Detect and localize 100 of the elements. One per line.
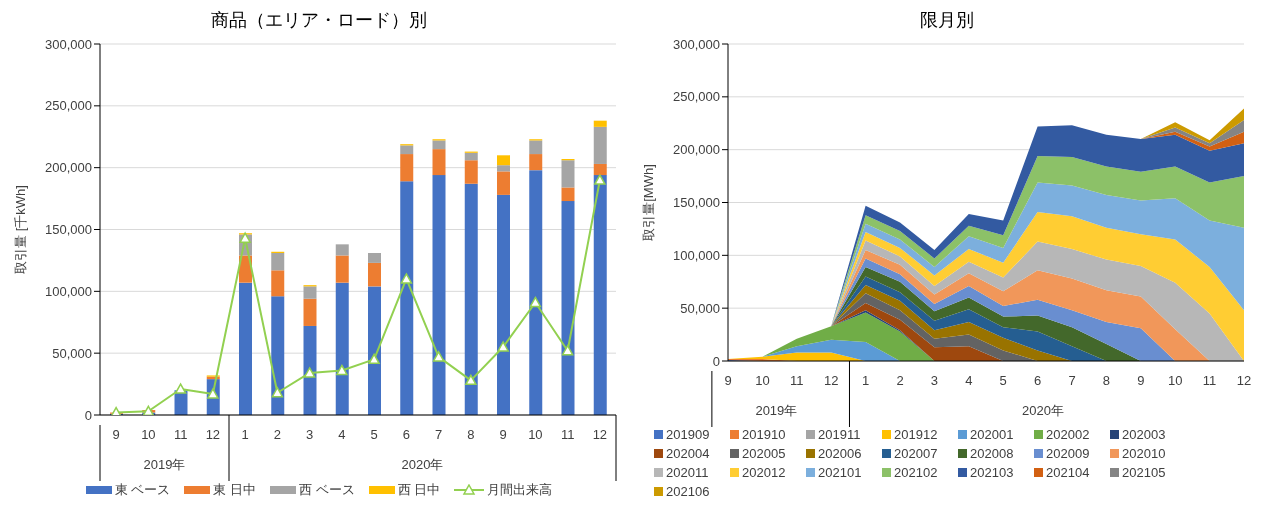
x-tick-label: 9 — [499, 427, 507, 442]
legend-label: 202012 — [742, 465, 786, 480]
x-tick-label: 12 — [823, 373, 839, 388]
x-tick-label: 8 — [467, 427, 475, 442]
legend-label: 202007 — [894, 446, 938, 461]
bar — [561, 160, 575, 188]
y-tick-label: 250,000 — [45, 98, 92, 114]
point — [432, 351, 445, 362]
legend-label: 西 ベース — [299, 481, 355, 499]
x-tick-label: 7 — [1068, 373, 1076, 388]
bar — [368, 286, 381, 415]
bar — [497, 194, 510, 415]
bar — [368, 262, 381, 287]
text: 2020年 — [1022, 403, 1064, 418]
x-tick-label: 12 — [1236, 373, 1252, 388]
legend-label: 東 日中 — [213, 481, 256, 499]
point — [465, 374, 477, 386]
bar — [432, 140, 446, 150]
y-tick-label: 0 — [712, 353, 720, 369]
bar — [529, 140, 543, 155]
y-tick-label: 250,000 — [673, 89, 720, 105]
bar — [593, 175, 607, 415]
legend-label: 201910 — [742, 427, 786, 442]
legend-label: 月間出来高 — [487, 481, 553, 499]
bar — [464, 152, 478, 161]
x-tick-label: 4 — [965, 373, 973, 388]
y-tick-label: 300,000 — [673, 36, 720, 52]
y-tick-label: 150,000 — [673, 195, 720, 211]
point — [368, 353, 380, 365]
legend-label: 202001 — [970, 427, 1014, 442]
legend-label: 202010 — [1122, 446, 1166, 461]
point — [594, 174, 606, 185]
x-tick-label: 10 — [528, 427, 543, 442]
legend-label: 202103 — [970, 465, 1014, 480]
legend-label: 202003 — [1122, 427, 1166, 442]
bar — [497, 165, 510, 172]
legend-label: 西 日中 — [397, 481, 441, 499]
x-tick-label: 12 — [205, 427, 221, 442]
chart-title: 限月別 — [919, 9, 975, 32]
legend-label: 202009 — [1046, 446, 1090, 461]
x-tick-label: 1 — [861, 373, 870, 388]
x-tick-label: 10 — [755, 373, 770, 388]
point — [561, 344, 574, 356]
bar — [303, 325, 317, 415]
x-tick-label: 7 — [435, 427, 443, 442]
x-tick-label: 3 — [306, 427, 314, 442]
legend-label: 202105 — [1122, 465, 1166, 480]
bar — [271, 296, 285, 415]
bar — [529, 170, 543, 415]
legend-label: 202102 — [894, 465, 938, 480]
chart-title: 商品（エリア・ロード）別 — [210, 9, 428, 32]
x-tick-label: 11 — [173, 427, 188, 442]
point — [529, 296, 542, 308]
y-tick-label: 50,000 — [52, 345, 92, 361]
bar — [335, 282, 349, 415]
x-tick-label: 1 — [241, 427, 249, 442]
legend-label: 201909 — [666, 427, 710, 442]
y-axis-title: 取引量 [千kWh] — [12, 185, 28, 274]
bar — [593, 163, 607, 176]
legend-label: 202004 — [666, 446, 710, 461]
bar — [400, 145, 414, 155]
legend-label: 202002 — [1046, 427, 1090, 442]
bar — [271, 270, 285, 297]
point — [303, 367, 316, 378]
x-tick-label: 2 — [273, 427, 281, 442]
x-tick-label: 11 — [790, 373, 804, 388]
y-tick-label: 100,000 — [673, 247, 720, 263]
bar — [400, 154, 414, 182]
x-tick-label: 6 — [1033, 373, 1042, 388]
x-tick-label: 2 — [896, 373, 904, 388]
x-tick-label: 9 — [1137, 373, 1145, 388]
legend-label: 東 ベース — [114, 481, 171, 499]
x-tick-label: 9 — [112, 427, 120, 442]
point — [142, 405, 155, 415]
legend-label: 202005 — [742, 446, 786, 461]
point — [239, 232, 251, 243]
x-tick-label: 11 — [560, 427, 575, 442]
bar — [239, 282, 252, 415]
text: 2020年 — [401, 457, 444, 472]
legend-label: 202006 — [818, 446, 862, 461]
text: 2019年 — [755, 403, 798, 418]
x-tick-label: 4 — [338, 427, 346, 442]
point — [271, 386, 284, 398]
bar — [400, 181, 414, 415]
x-tick-label: 5 — [999, 373, 1007, 388]
bar — [271, 253, 285, 271]
x-tick-label: 8 — [1102, 373, 1111, 388]
x-tick-label: 10 — [141, 427, 156, 442]
bar — [303, 298, 317, 326]
bar — [432, 149, 446, 176]
text: 2019年 — [143, 457, 186, 472]
legend-label: 202104 — [1046, 465, 1090, 480]
bar — [335, 255, 349, 283]
bar — [593, 120, 607, 127]
legend-label: 201912 — [894, 427, 938, 442]
x-tick-label: 11 — [1202, 373, 1217, 388]
bar — [497, 155, 510, 166]
bar — [464, 183, 478, 415]
x-tick-label: 3 — [930, 373, 939, 388]
point — [174, 383, 187, 394]
